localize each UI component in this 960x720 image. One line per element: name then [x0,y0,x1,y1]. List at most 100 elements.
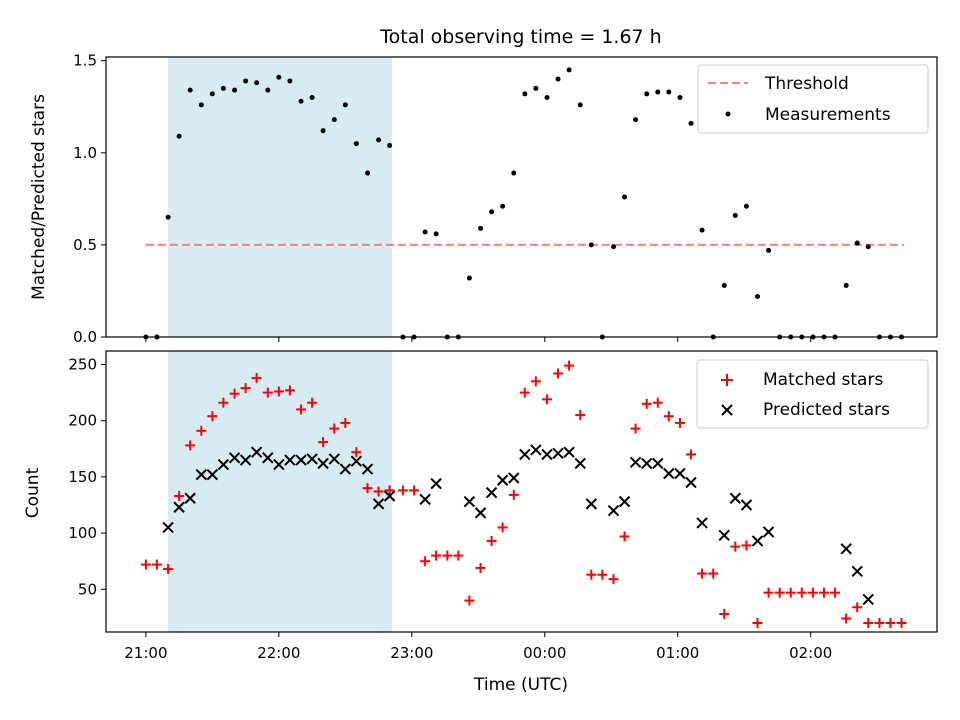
measurement-point [331,117,337,123]
matched-star-point [351,447,362,458]
matched-star-point [196,425,207,436]
matched-star-point [785,587,796,598]
matched-star-point [229,388,240,399]
top-plot-frame [105,56,938,338]
predicted-star-point [474,507,487,519]
legend-threshold-label: Threshold [764,74,849,94]
measurement-point [622,194,628,200]
x-tick-label: 01:00 [656,644,699,662]
top-legend: Threshold Measurements [697,64,929,134]
matched-star-point [807,587,818,598]
matched-star-point [486,535,497,546]
y-tick-label: 0.0 [73,328,97,346]
measurement-point [422,229,428,235]
measurement-point [433,231,439,237]
matched-star-point [329,423,340,434]
predicted-star-point [262,452,274,464]
matched-star-point [207,411,218,422]
matched-star-point [163,564,174,575]
matched-star-point [519,387,530,398]
legend-measurements-swatch [725,111,731,117]
predicted-star-point [173,501,185,513]
legend-matched-label: Matched stars [763,370,883,390]
measurement-point [755,293,761,299]
measurement-point [721,282,727,288]
matched-star-point [719,609,730,620]
legend-predicted-label: Predicted stars [763,400,890,420]
matched-star-point [575,410,586,421]
predicted-star-point [463,495,476,508]
top-y-axis-label: Matched/Predicted stars [29,94,49,300]
matched-star-point [619,531,630,542]
predicted-star-point [718,529,730,542]
measurement-point [187,87,193,93]
matched-star-point [830,587,841,598]
matched-star-point [284,385,295,396]
matched-star-point [752,618,763,629]
measurement-point [243,78,249,84]
measurement-point [644,91,650,97]
y-tick-label: 100 [68,524,97,542]
measurement-point [655,89,661,95]
measurement-point [677,95,683,101]
predicted-star-point [317,457,329,470]
measurement-point [522,91,528,97]
top-measurement-points [143,67,904,340]
matched-star-point [730,541,741,552]
bottom-y-axis-label: Count [23,467,43,518]
predicted-star-point [674,467,686,480]
matched-star-point [420,556,431,567]
matched-star-point [397,485,408,496]
measurement-point [688,120,694,126]
legend-measurements-label: Measurements [765,105,891,125]
predicted-star-point [328,453,340,465]
measurement-point [865,244,871,250]
matched-star-point [240,383,251,394]
matched-star-point [307,397,318,408]
measurement-point [743,203,749,209]
measurement-point [320,128,326,134]
measurement-point [854,240,860,246]
measurement-point [466,275,472,281]
legend-matched-swatch [721,374,733,386]
matched-star-point [475,562,486,573]
predicted-star-point [607,504,620,517]
measurement-point [511,170,517,176]
matched-star-point [597,569,608,580]
measurement-point [699,227,705,233]
predicted-star-point [618,495,631,508]
matched-star-point [863,618,874,629]
matched-star-point [641,398,652,409]
top-shaded-span [168,57,392,337]
measurement-point [209,91,215,97]
measurement-point [843,282,849,288]
shaded-span-rect [168,57,392,337]
measurement-point [165,214,171,220]
predicted-star-point [862,593,874,606]
predicted-star-point [372,498,385,510]
matched-star-point [251,372,262,383]
measurement-point [265,87,271,93]
y-tick-label: 50 [78,580,97,598]
predicted-star-point [751,535,764,547]
measurement-point [544,95,550,101]
bottom-matched-points [140,360,907,629]
predicted-star-point [383,490,396,502]
top-chart-title: Total observing time = 1.67 h [379,26,661,48]
predicted-star-point [685,476,697,489]
y-tick-label: 200 [68,412,97,430]
predicted-star-point [295,454,307,466]
matched-star-point [553,368,564,379]
matched-star-point [218,397,229,408]
matched-star-point [896,618,907,629]
predicted-star-point [629,456,642,468]
predicted-star-point [530,444,542,456]
matched-star-point [362,483,373,494]
predicted-star-point [519,448,531,461]
matched-star-point [542,394,553,405]
predicted-star-point [696,517,708,529]
predicted-star-point [273,458,285,471]
predicted-star-point [541,448,553,461]
matched-star-point [453,550,464,561]
